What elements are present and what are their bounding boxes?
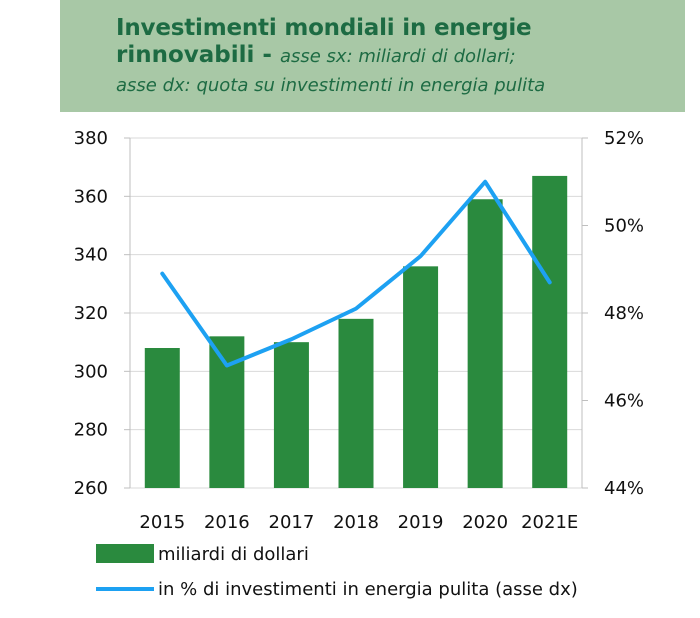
bar-series xyxy=(144,175,568,488)
x-tick-label: 2015 xyxy=(139,512,185,533)
bar xyxy=(532,175,568,488)
bar xyxy=(403,266,439,488)
left-tick-label: 340 xyxy=(74,245,108,266)
bar xyxy=(144,348,180,488)
x-tick-label: 2017 xyxy=(269,512,315,533)
right-tick-label: 52% xyxy=(604,128,644,149)
right-axis-ticks: 44% 46% 48% 50% 52% xyxy=(582,128,644,499)
right-tick-label: 46% xyxy=(604,391,644,412)
left-tick-label: 280 xyxy=(74,420,108,441)
left-tick-label: 260 xyxy=(74,478,108,499)
left-tick-label: 300 xyxy=(74,361,108,382)
left-axis-ticks: 260 280 300 320 340 360 380 xyxy=(74,128,130,499)
bar xyxy=(467,199,503,488)
x-tick-label: 2018 xyxy=(333,512,379,533)
right-tick-label: 44% xyxy=(604,478,644,499)
left-tick-label: 380 xyxy=(74,128,108,149)
chart-title-line2-bold: rinnovabili - xyxy=(116,42,280,68)
legend-label-line: in % di investimenti in energia pulita (… xyxy=(158,579,578,600)
right-tick-label: 50% xyxy=(604,216,644,237)
x-tick-label: 2019 xyxy=(398,512,444,533)
bar xyxy=(273,342,309,488)
legend: miliardi di dollari in % di investimenti … xyxy=(96,544,578,600)
right-tick-label: 48% xyxy=(604,303,644,324)
header-band xyxy=(60,0,685,112)
left-tick-label: 320 xyxy=(74,303,108,324)
chart-title-line1: Investimenti mondiali in energie xyxy=(116,15,532,41)
bar xyxy=(338,318,374,488)
left-tick-label: 360 xyxy=(74,186,108,207)
x-tick-label: 2016 xyxy=(204,512,250,533)
line-path xyxy=(160,179,552,368)
legend-swatch-bar xyxy=(96,544,154,563)
x-tick-label: 2020 xyxy=(462,512,508,533)
chart-title-line2: rinnovabili - asse sx: miliardi di dolla… xyxy=(116,42,516,68)
x-axis-ticks: 2015 2016 2017 2018 2019 2020 2021E xyxy=(139,512,578,533)
legend-label-bar: miliardi di dollari xyxy=(158,544,309,565)
line-series xyxy=(160,179,552,368)
x-tick-label: 2021E xyxy=(521,512,578,533)
chart-subtitle-left-axis: asse sx: miliardi di dollari; xyxy=(279,46,516,67)
chart-subtitle-right-axis: asse dx: quota su investimenti in energi… xyxy=(116,75,546,96)
